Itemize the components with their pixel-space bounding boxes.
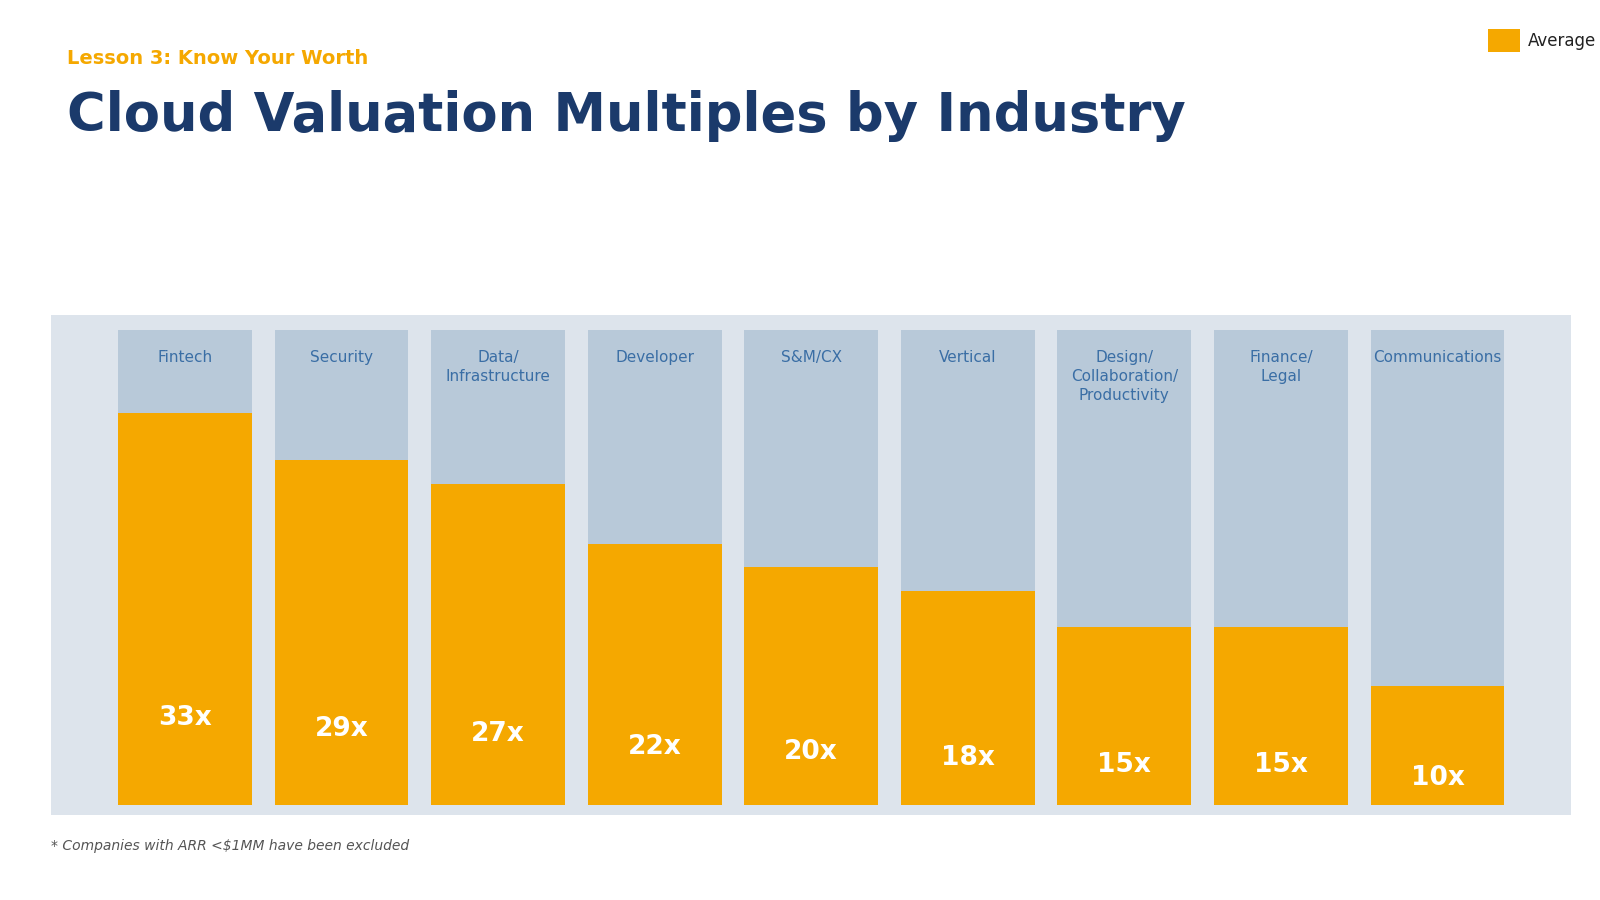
Text: Cloud Valuation Multiples by Industry: Cloud Valuation Multiples by Industry — [67, 90, 1186, 142]
Bar — [1371, 686, 1504, 805]
Bar — [432, 484, 565, 805]
Text: Security: Security — [310, 350, 373, 365]
Bar — [275, 461, 408, 805]
Bar — [901, 330, 1035, 805]
Text: Design/
Collaboration/
Productivity: Design/ Collaboration/ Productivity — [1070, 350, 1178, 403]
Bar — [1214, 330, 1347, 805]
Text: Fintech: Fintech — [157, 350, 213, 365]
Text: Lesson 3: Know Your Worth: Lesson 3: Know Your Worth — [67, 50, 368, 68]
Text: 20x: 20x — [784, 739, 838, 765]
Text: 15x: 15x — [1098, 752, 1152, 778]
Bar — [118, 413, 251, 805]
Bar — [587, 544, 722, 805]
Text: S&M/CX: S&M/CX — [781, 350, 842, 365]
Text: 29x: 29x — [315, 716, 368, 742]
Bar — [118, 330, 251, 805]
Bar — [901, 591, 1035, 805]
Text: Developer: Developer — [614, 350, 694, 365]
Bar — [1058, 330, 1190, 805]
Bar — [275, 330, 408, 805]
Bar — [744, 567, 878, 805]
Bar — [587, 330, 722, 805]
Text: 27x: 27x — [472, 721, 525, 747]
Text: 22x: 22x — [627, 734, 682, 760]
Bar — [1058, 626, 1190, 805]
Text: Vertical: Vertical — [939, 350, 997, 365]
Bar — [432, 330, 565, 805]
Text: Data/
Infrastructure: Data/ Infrastructure — [446, 350, 550, 384]
Text: 33x: 33x — [158, 706, 211, 732]
Text: Communications: Communications — [1373, 350, 1502, 365]
Bar — [744, 330, 878, 805]
Bar — [1214, 626, 1347, 805]
Text: 15x: 15x — [1254, 752, 1307, 778]
Text: Finance/
Legal: Finance/ Legal — [1250, 350, 1312, 384]
Text: * Companies with ARR <$1MM have been excluded: * Companies with ARR <$1MM have been exc… — [51, 839, 410, 853]
Text: 18x: 18x — [941, 744, 995, 770]
Text: Average: Average — [1528, 32, 1597, 50]
Bar — [1371, 330, 1504, 805]
Text: 10x: 10x — [1411, 765, 1464, 791]
